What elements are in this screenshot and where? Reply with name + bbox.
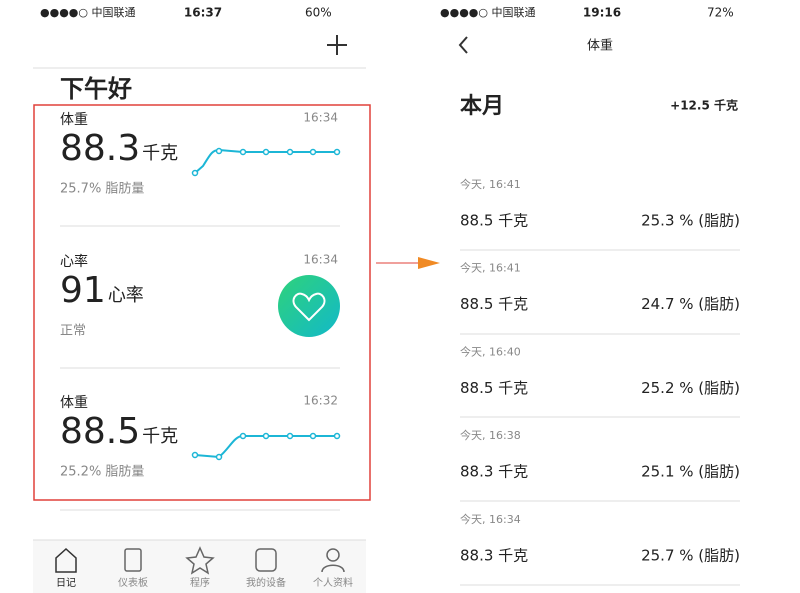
card-value: 91 [60,270,106,311]
change: +12.5 千克 [670,98,738,113]
right-decor [458,36,740,586]
entry-date: 今天, 16:41 [460,261,521,275]
entry-fat: 24.7 % (脂肪) [641,295,740,313]
card-title: 心率 [60,253,88,270]
back-button[interactable] [458,36,468,54]
entry-fat: 25.2 % (脂肪) [641,379,740,397]
tab-label[interactable]: 程序 [190,576,210,589]
card-value: 88.3 [60,128,140,169]
tab-label[interactable]: 我的设备 [246,576,286,589]
card-unit: 心率 [108,285,144,306]
heart-badge [278,275,340,337]
card-detail: 25.7% 脂肪量 [60,181,144,197]
entry-fat: 25.3 % (脂肪) [641,212,740,230]
tab-label[interactable]: 仪表板 [118,576,148,589]
entry-date: 今天, 16:34 [460,512,521,526]
card-title: 体重 [60,112,88,128]
card-time: 16:34 [303,253,338,267]
greeting: 下午好 [60,75,132,103]
carrier: ●●●●○ 中国联通 [40,6,136,19]
battery: 72% [707,6,734,20]
status-time: 16:37 [184,6,222,20]
entry-date: 今天, 16:38 [460,428,521,442]
entry-weight: 88.5 千克 [460,379,528,397]
card-unit: 千克 [142,143,178,164]
card-title: 体重 [60,395,88,411]
card-time: 16:32 [303,394,338,408]
tab-label[interactable]: 日记 [56,577,76,589]
highlight-box [33,104,371,501]
status-time: 19:16 [583,6,621,20]
card-unit: 千克 [142,426,178,447]
entry-weight: 88.5 千克 [460,295,528,313]
card-detail: 正常 [60,324,86,339]
carrier: ●●●●○ 中国联通 [440,6,536,19]
card-detail: 25.2% 脂肪量 [60,464,144,480]
period: 本月 [460,94,504,119]
entry-weight: 88.3 千克 [460,546,528,564]
card-time: 16:34 [303,111,338,125]
left-decor [33,35,371,593]
entry-fat: 25.1 % (脂肪) [641,463,740,481]
card-value: 88.5 [60,411,140,452]
screen-title: 体重 [587,38,613,54]
entry-date: 今天, 16:41 [460,177,521,191]
tab-label[interactable]: 个人资料 [313,576,353,589]
entry-weight: 88.5 千克 [460,212,528,230]
entry-fat: 25.7 % (脂肪) [641,546,740,564]
battery: 60% [305,6,332,20]
entry-weight: 88.3 千克 [460,463,528,481]
entry-date: 今天, 16:40 [460,344,521,358]
